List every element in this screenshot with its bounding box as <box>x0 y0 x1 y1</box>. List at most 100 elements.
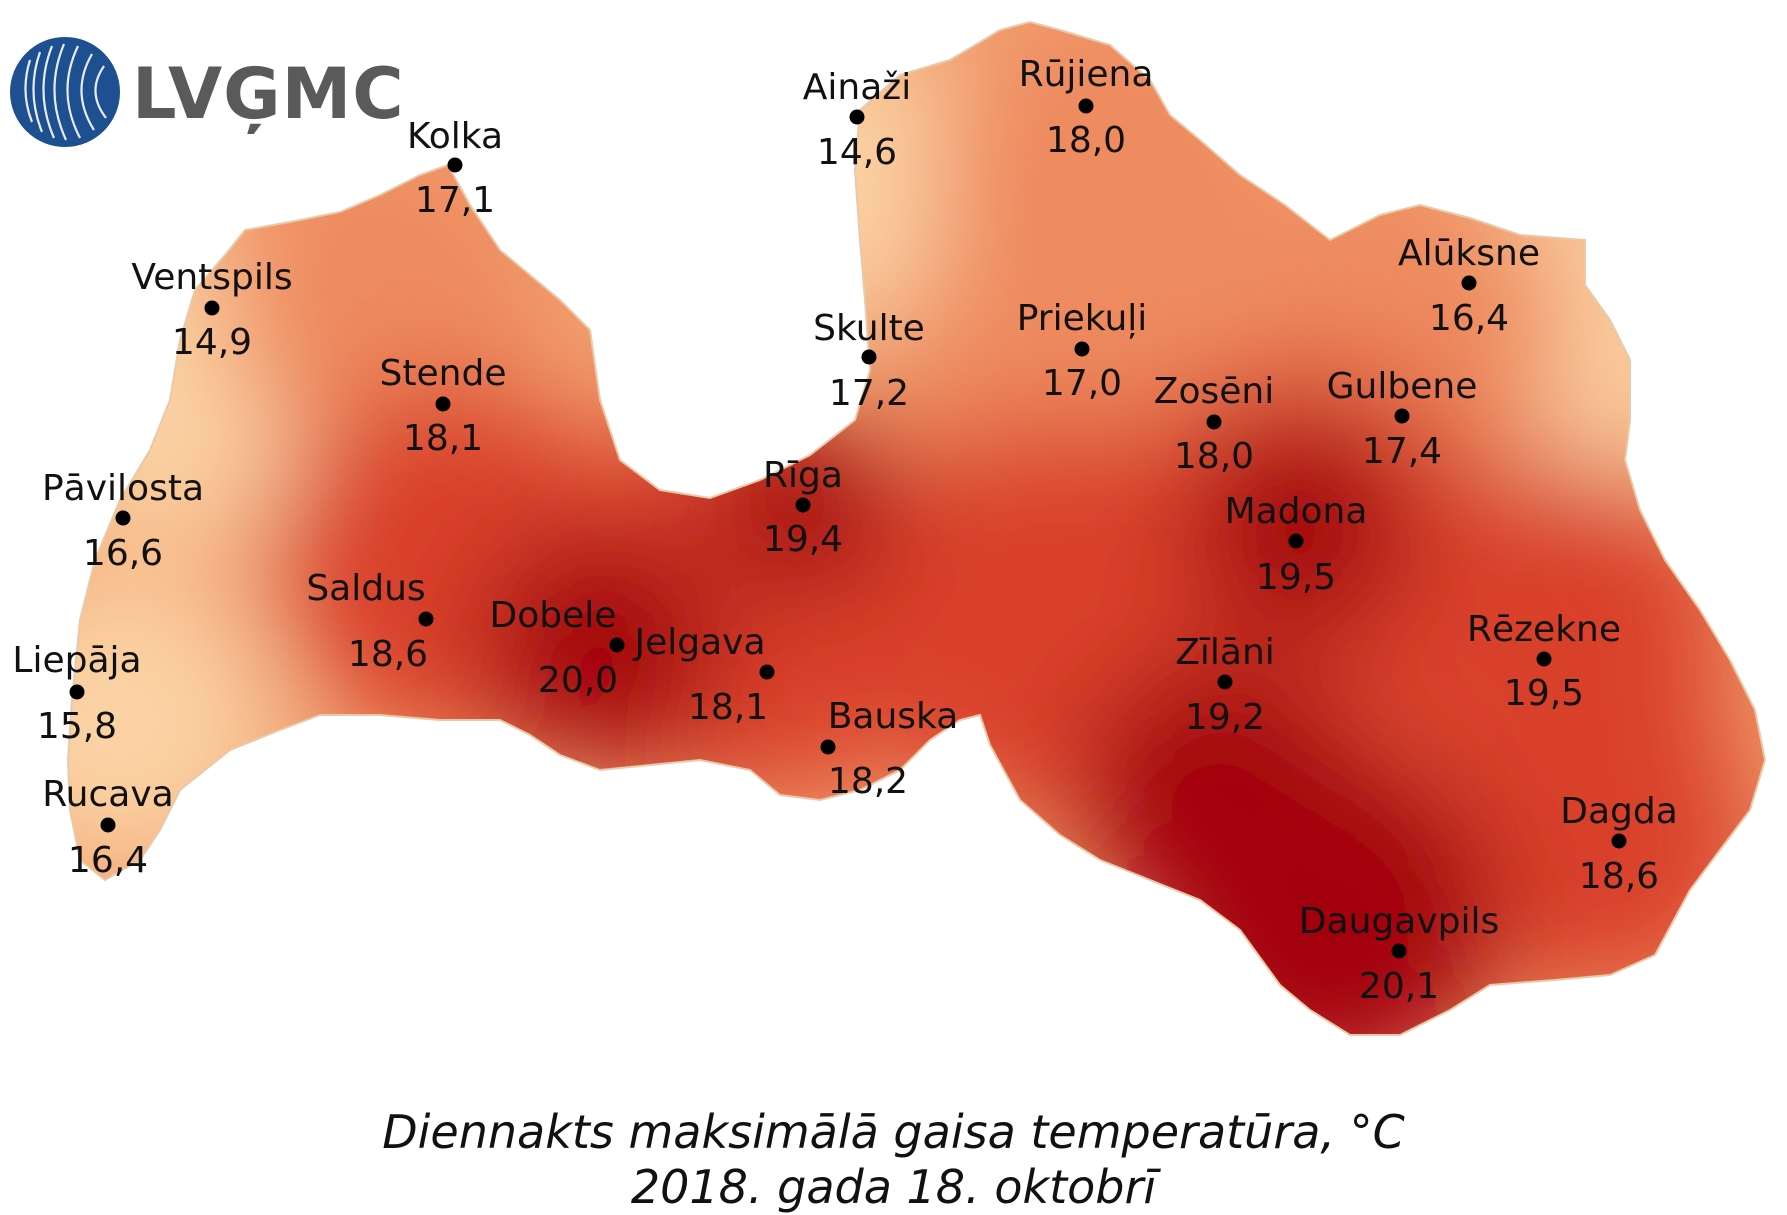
station-layer: Kolka 17,1 Ventspils 14,9 Stende 18,1 Pāvilost… <box>12 54 1677 1007</box>
station-name: Ainaži <box>803 67 911 108</box>
station-temperature: 20,0 <box>538 660 618 701</box>
station-dot <box>820 739 836 755</box>
station-dot <box>1394 408 1410 424</box>
station-zoseni: Zosēni 18,0 <box>1154 371 1274 477</box>
station-dagda: Dagda 18,6 <box>1560 791 1678 897</box>
station-skulte: Skulte 17,2 <box>813 308 925 414</box>
station-dot <box>1461 275 1477 291</box>
station-name: Priekuļi <box>1017 298 1148 339</box>
station-jelgava: Jelgava 18,1 <box>632 622 775 728</box>
station-name: Zīlāni <box>1175 632 1275 673</box>
station-temperature: 17,2 <box>829 373 909 414</box>
station-name: Madona <box>1225 491 1368 532</box>
station-temperature: 19,5 <box>1256 557 1336 598</box>
station-temperature: 20,1 <box>1359 966 1439 1007</box>
station-name: Rēzekne <box>1467 609 1621 650</box>
map-caption-title: Diennakts maksimālā gaisa temperatūra, °… <box>382 1105 1405 1159</box>
station-temperature: 19,5 <box>1504 673 1584 714</box>
station-dot <box>1288 533 1304 549</box>
station-kolka: Kolka 17,1 <box>407 116 503 221</box>
logo-text: LVĢMC <box>132 53 405 135</box>
lvgmc-logo: LVĢMC <box>10 37 405 147</box>
station-name: Gulbene <box>1327 366 1478 407</box>
station-temperature: 18,6 <box>1579 856 1659 897</box>
station-name: Pāvilosta <box>42 468 204 509</box>
station-dot <box>759 664 775 680</box>
station-temperature: 18,0 <box>1174 436 1254 477</box>
station-priekuli: Priekuļi 17,0 <box>1017 298 1148 404</box>
station-saldus: Saldus 18,6 <box>306 568 434 675</box>
station-temperature: 18,0 <box>1046 120 1126 161</box>
station-riga: Rīga 19,4 <box>763 455 843 560</box>
station-name: Liepāja <box>12 640 141 681</box>
station-name: Ventspils <box>131 257 292 298</box>
station-temperature: 17,0 <box>1042 363 1122 404</box>
station-temperature: 14,9 <box>172 322 252 363</box>
heat-blob <box>1080 660 1360 940</box>
station-dobele: Dobele 20,0 <box>490 595 625 701</box>
heat-blob <box>480 530 720 770</box>
station-dot <box>1206 414 1222 430</box>
heat-blob <box>1190 420 1410 640</box>
station-name: Zosēni <box>1154 371 1274 412</box>
station-dot <box>100 817 116 833</box>
station-dot <box>204 300 220 316</box>
station-temperature: 18,2 <box>828 761 908 802</box>
station-name: Alūksne <box>1398 233 1540 274</box>
station-dot <box>418 611 434 627</box>
station-dot <box>69 684 85 700</box>
station-gulbene: Gulbene 17,4 <box>1327 366 1478 472</box>
station-temperature: 18,1 <box>688 687 768 728</box>
station-name: Kolka <box>407 116 503 157</box>
station-temperature: 19,4 <box>763 519 843 560</box>
station-name: Jelgava <box>632 622 765 663</box>
logo-wave-lines <box>24 43 107 141</box>
station-dot <box>1611 833 1627 849</box>
station-dot <box>447 157 463 173</box>
station-name: Dagda <box>1560 791 1678 832</box>
map-caption-date: 2018. gada 18. oktobrī <box>630 1160 1157 1214</box>
station-dot <box>1217 674 1233 690</box>
station-name: Rucava <box>42 774 173 815</box>
station-bauska: Bauska 18,2 <box>820 696 959 802</box>
station-temperature: 16,4 <box>68 840 148 881</box>
station-dot <box>849 109 865 125</box>
station-temperature: 16,6 <box>83 533 163 574</box>
station-temperature: 16,4 <box>1429 298 1509 339</box>
station-name: Stende <box>380 353 507 394</box>
station-name: Saldus <box>306 568 425 609</box>
station-dot <box>1078 98 1094 114</box>
station-name: Rīga <box>763 455 843 496</box>
station-madona: Madona 19,5 <box>1225 491 1368 598</box>
station-temperature: 18,6 <box>348 634 428 675</box>
station-stende: Stende 18,1 <box>380 353 507 459</box>
station-name: Skulte <box>813 308 925 349</box>
station-dot <box>115 510 131 526</box>
station-rujiena: Rūjiena 18,0 <box>1019 54 1154 161</box>
station-temperature: 19,2 <box>1185 697 1265 738</box>
station-name: Dobele <box>490 595 617 636</box>
station-name: Daugavpils <box>1299 901 1499 942</box>
station-temperature: 17,1 <box>415 180 495 221</box>
station-dot <box>795 497 811 513</box>
station-name: Bauska <box>828 696 959 737</box>
station-dot <box>609 637 625 653</box>
station-temperature: 18,1 <box>403 418 483 459</box>
station-dot <box>861 349 877 365</box>
station-ventspils: Ventspils 14,9 <box>131 257 292 363</box>
latvia-border <box>66 20 1767 1036</box>
station-ainazi: Ainaži 14,6 <box>803 67 911 173</box>
station-daugavpils: Daugavpils 20,1 <box>1299 901 1499 1007</box>
station-name: Rūjiena <box>1019 54 1154 95</box>
station-dot <box>1074 341 1090 357</box>
station-rucava: Rucava 16,4 <box>42 774 173 881</box>
station-aluksne: Alūksne 16,4 <box>1398 233 1540 339</box>
station-temperature: 15,8 <box>37 706 117 747</box>
station-pavilosta: Pāvilosta 16,6 <box>42 468 204 574</box>
station-liepaja: Liepāja 15,8 <box>12 640 141 747</box>
station-dot <box>1536 651 1552 667</box>
station-rezekne: Rēzekne 19,5 <box>1467 609 1621 714</box>
station-temperature: 17,4 <box>1362 431 1442 472</box>
station-dot <box>1391 943 1407 959</box>
